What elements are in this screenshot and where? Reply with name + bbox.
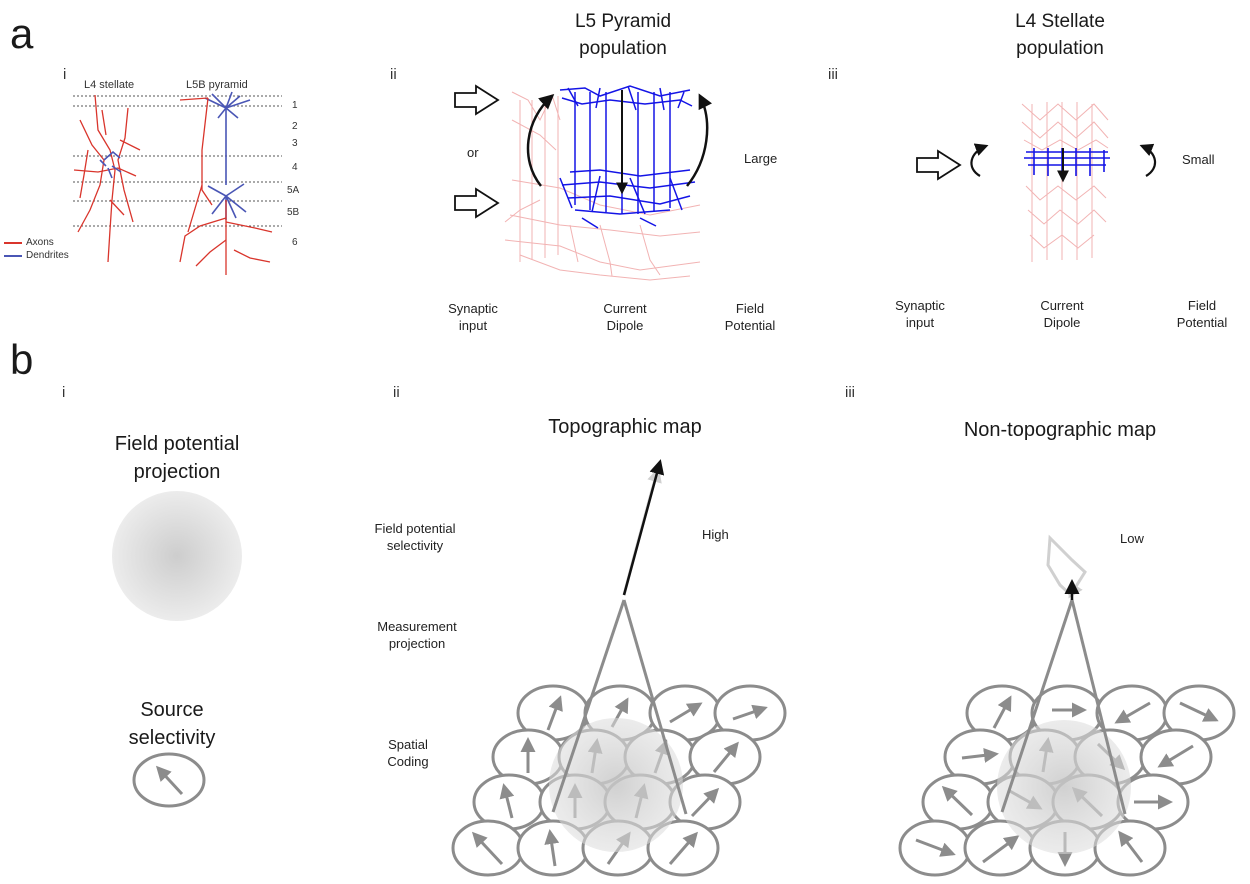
field-potential-projection-line2: projection	[133, 461, 221, 483]
l4-axon-field	[1021, 102, 1109, 262]
or-label: or	[467, 145, 479, 160]
panel-b-iii-label: iii	[845, 384, 855, 401]
layer-label-5b: 5B	[287, 207, 300, 218]
l4-stellate-neuron	[73, 94, 141, 263]
l5-magnitude-label: Large	[744, 151, 778, 166]
row-label-mp-line2: projection	[388, 636, 446, 651]
topographic-projection-cone	[551, 599, 688, 815]
l5-population-title: L5 Pyramid population	[533, 8, 713, 62]
l5-dendrite-population	[559, 85, 696, 229]
l5-field-arc-right	[686, 93, 713, 187]
synaptic-input-arrow-bottom	[454, 187, 500, 219]
layer-label-1: 1	[292, 100, 298, 111]
l4-caption-dipole-line2: Dipole	[1043, 315, 1081, 330]
row-label-field-potential-selectivity: Field potential selectivity	[360, 520, 470, 554]
topographic-selectivity-label: High	[702, 527, 729, 542]
topographic-measurement-blob	[549, 718, 683, 852]
non-topographic-projection-cone	[1000, 599, 1127, 815]
l4-caption-synaptic-line2: input	[905, 315, 935, 330]
l5b-pyramid-column-label: L5B pyramid	[186, 79, 248, 91]
l4-dendrite-population	[1024, 148, 1110, 176]
legend-dendrites-label: Dendrites	[26, 250, 69, 261]
l4-caption-synaptic-line1: Synaptic	[895, 298, 945, 313]
source-selectivity-line2: selectivity	[128, 727, 216, 749]
source-selectivity-line1: Source	[140, 699, 204, 721]
l4-caption-dipole: Current Dipole	[1027, 297, 1097, 331]
l5-caption-dipole-line2: Dipole	[606, 318, 644, 333]
panel-b-label: b	[10, 336, 34, 383]
legend-dendrites: Dendrites	[4, 250, 69, 261]
field-potential-projection-line1: Field potential	[114, 433, 240, 455]
l4-stellate-column-label: L4 stellate	[84, 79, 135, 91]
non-topographic-vector-sum	[1046, 534, 1087, 600]
topographic-map-title: Topographic map	[548, 416, 702, 438]
row-label-sc-line2: Coding	[387, 754, 429, 769]
panel-a-iii-label: iii	[828, 66, 838, 83]
row-label-sc-line1: Spatial	[388, 737, 428, 752]
l5-caption-synaptic-line1: Synaptic	[448, 301, 498, 316]
field-potential-projection-disc	[112, 491, 242, 621]
row-label-measurement-projection: Measurement projection	[362, 618, 472, 652]
l5-caption-synaptic: Synaptic input	[438, 300, 508, 334]
layer-label-3: 3	[292, 138, 298, 149]
synaptic-input-arrow-top	[454, 84, 500, 116]
panel-b-i-label: i	[62, 384, 66, 401]
l4-caption-synaptic: Synaptic input	[885, 297, 955, 331]
l5-caption-dipole-line1: Current	[603, 301, 647, 316]
field-potential-projection-title: Field potential projection	[77, 430, 277, 486]
l4-magnitude-label: Small	[1182, 152, 1215, 167]
source-selectivity-title: Source selectivity	[97, 696, 247, 752]
panel-a-i-label: i	[63, 66, 67, 83]
l4-caption-field-line1: Field	[1187, 298, 1217, 313]
l4-field-arc-left	[970, 143, 989, 177]
l5b-pyramid-neuron	[179, 91, 273, 275]
l5-caption-field-line1: Field	[735, 301, 765, 316]
panel-a-ii-label: ii	[390, 66, 397, 83]
layer-label-2: 2	[292, 121, 298, 132]
l5-population-title-line2: population	[579, 38, 667, 59]
l4-field-arc-right	[1139, 143, 1156, 177]
non-topographic-measurement-blob	[997, 720, 1131, 854]
row-label-fp-line2: selectivity	[386, 538, 444, 553]
l5-caption-field-line2: Potential	[724, 318, 776, 333]
legend-axons: Axons	[4, 237, 54, 248]
row-label-spatial-coding: Spatial Coding	[358, 736, 458, 770]
l4-synaptic-input-arrow	[916, 149, 962, 181]
l5-caption-synaptic-line2: input	[458, 318, 488, 333]
legend-axons-label: Axons	[26, 237, 54, 248]
layer-lines	[73, 95, 282, 227]
l4-caption-field-line2: Potential	[1176, 315, 1228, 330]
layer-label-5a: 5A	[287, 185, 300, 196]
l4-caption-field: Field Potential	[1167, 297, 1237, 331]
l5-field-arc-left	[526, 94, 555, 187]
panel-b-ii-label: ii	[393, 384, 400, 401]
row-label-fp-line1: Field potential	[374, 521, 456, 536]
legend-axons-swatch	[4, 241, 22, 244]
topographic-vector-sum	[622, 459, 665, 596]
legend-dendrites-swatch	[4, 254, 22, 257]
l4-caption-dipole-line1: Current	[1040, 298, 1084, 313]
l4-population-title-line1: L4 Stellate	[1015, 11, 1105, 32]
layer-label-4: 4	[292, 162, 298, 173]
source-selectivity-arrow	[155, 765, 184, 796]
non-topographic-map-title: Non-topographic map	[963, 419, 1157, 441]
layer-label-6: 6	[292, 237, 298, 248]
l5-population-title-line1: L5 Pyramid	[574, 11, 672, 32]
l5-caption-field: Field Potential	[715, 300, 785, 334]
row-label-mp-line1: Measurement	[377, 619, 457, 634]
l5-axon-field	[504, 91, 701, 281]
panel-a-label: a	[10, 10, 34, 57]
non-topographic-selectivity-label: Low	[1120, 531, 1144, 546]
l4-population-title: L4 Stellate population	[970, 8, 1150, 62]
l4-population-title-line2: population	[1016, 38, 1104, 59]
l5-caption-dipole: Current Dipole	[590, 300, 660, 334]
